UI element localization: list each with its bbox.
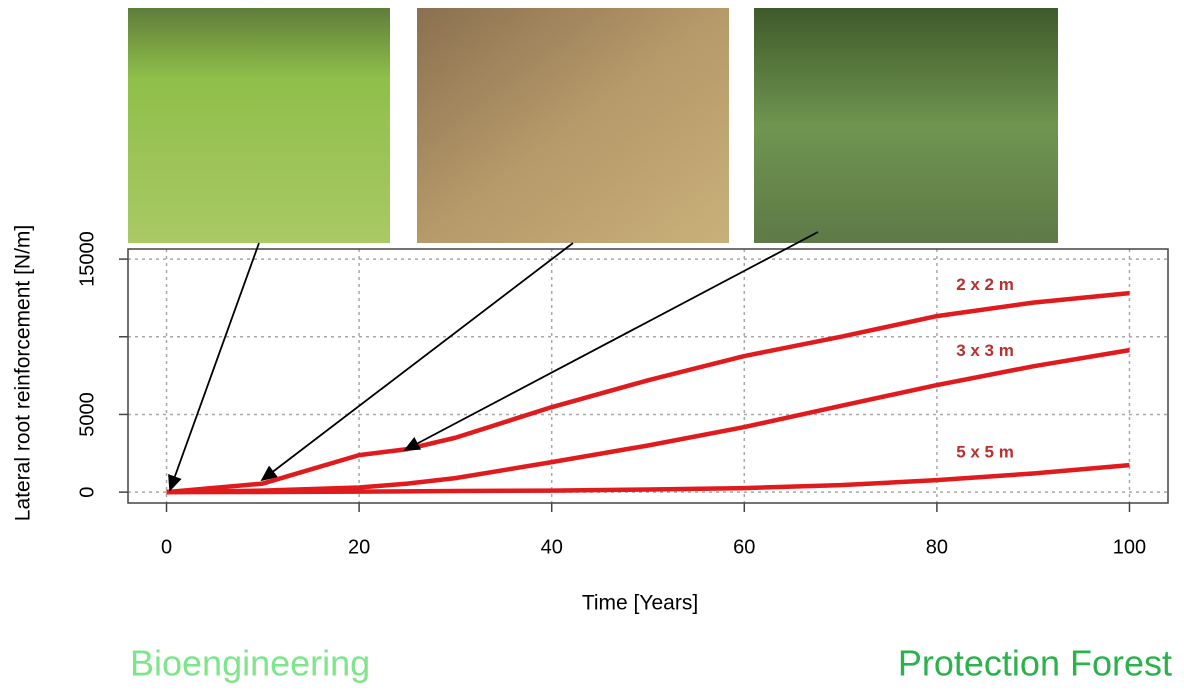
- chart: Bioengineering Protection Forest Time [Y…: [0, 0, 1184, 691]
- y-tick-label: 15000: [76, 231, 98, 287]
- x-axis-label: Time [Years]: [582, 592, 698, 615]
- arrow: [170, 243, 259, 490]
- arrow: [405, 232, 818, 450]
- x-tick-label: 80: [926, 536, 948, 558]
- series-line: [167, 293, 1130, 492]
- photo-grassland: [128, 8, 390, 243]
- x-tick-label: 0: [161, 536, 172, 558]
- x-tick-label: 100: [1113, 536, 1146, 558]
- x-tick-label: 40: [541, 536, 563, 558]
- y-tick-label: 5000: [76, 392, 98, 437]
- series-label: 2 x 2 m: [956, 275, 1014, 294]
- series-label: 3 x 3 m: [956, 341, 1014, 360]
- y-axis-label: Lateral root reinforcement [N/m]: [12, 225, 35, 521]
- photo-forest: [754, 8, 1058, 243]
- x-tick-label: 60: [733, 536, 755, 558]
- photo-shrubs: [417, 8, 729, 243]
- caption-left: Bioengineering: [130, 643, 370, 684]
- x-tick-label: 20: [348, 536, 370, 558]
- caption-right: Protection Forest: [898, 643, 1172, 684]
- y-tick-label: 0: [76, 487, 98, 498]
- series-label: 5 x 5 m: [956, 442, 1014, 461]
